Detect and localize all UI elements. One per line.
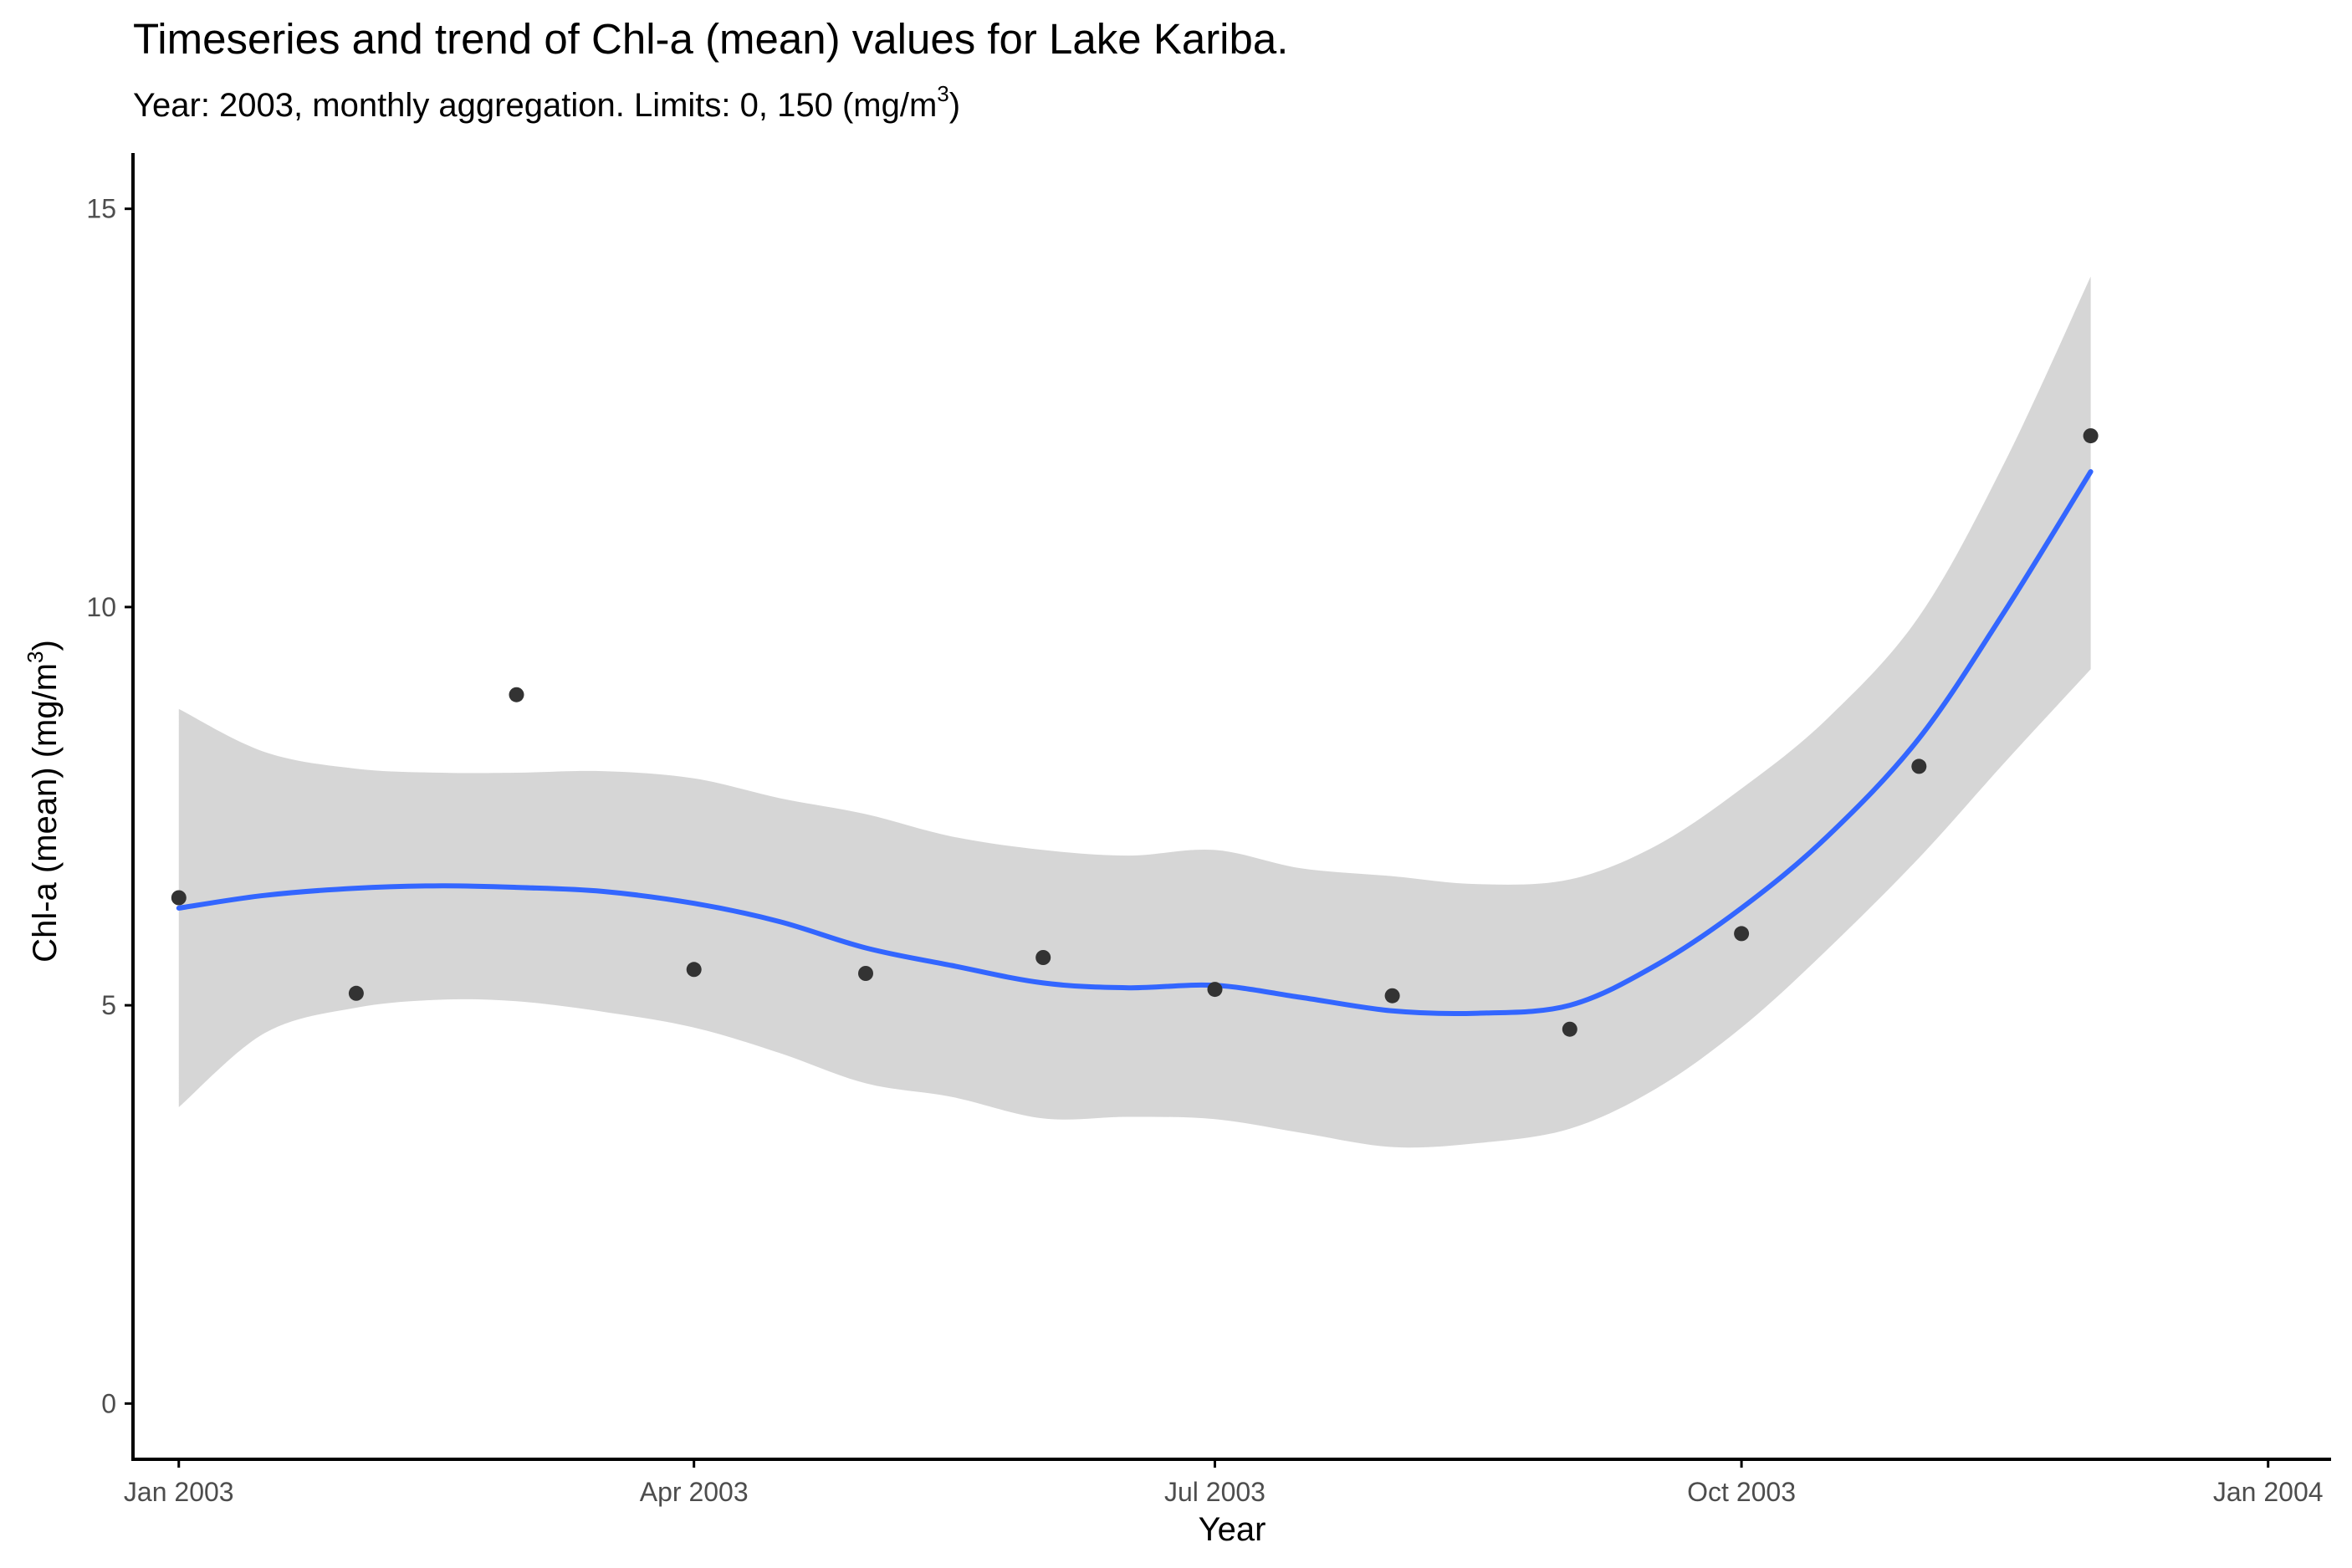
y-tick-label: 0 <box>101 1388 116 1418</box>
y-axis-title-text: Chl-a (mean) (mg/m <box>27 663 64 963</box>
confidence-band <box>178 276 2091 1148</box>
x-tick-label: Jul 2003 <box>1164 1477 1265 1507</box>
x-tick-label: Oct 2003 <box>1687 1477 1796 1507</box>
trend-line <box>176 469 2094 1017</box>
data-point <box>686 962 702 978</box>
chart-title: Timeseries and trend of Chl-a (mean) val… <box>133 15 1289 63</box>
data-point <box>1207 982 1223 998</box>
axes <box>131 153 2331 1461</box>
data-point <box>509 687 524 702</box>
data-point <box>1384 988 1400 1004</box>
y-axis-title-exponent: 3 <box>23 651 48 663</box>
trend-line-layer <box>176 469 2094 1017</box>
x-tick-label: Jan 2004 <box>2213 1477 2324 1507</box>
confidence-band-layer <box>178 276 2091 1148</box>
subtitle-exponent: 3 <box>937 81 949 106</box>
data-point <box>1035 950 1051 965</box>
subtitle-text: Year: 2003, monthly aggregation. Limits:… <box>133 87 938 124</box>
data-points-layer <box>171 428 2099 1037</box>
axis-ticks: 0 5 10 15 Jan 2003 Apr 2003 Jul 2003 Oct 2003 Ja… <box>86 194 2323 1507</box>
data-point <box>1734 926 1750 942</box>
y-axis-title: Chl-a (mean) (mg/m3) <box>23 640 64 963</box>
chart-subtitle: Year: 2003, monthly aggregation. Limits:… <box>133 80 960 130</box>
x-axis-title: Year <box>1199 1511 1266 1548</box>
x-tick-label: Jan 2003 <box>124 1477 234 1507</box>
data-point <box>858 966 873 981</box>
y-axis-title-suffix: ) <box>27 640 64 651</box>
y-tick-label: 15 <box>86 194 116 224</box>
subtitle-suffix: ) <box>948 87 961 124</box>
x-tick-label: Apr 2003 <box>640 1477 749 1507</box>
data-point <box>171 890 187 906</box>
y-tick-label: 5 <box>101 990 116 1020</box>
data-point <box>348 985 364 1001</box>
data-point <box>2083 428 2099 444</box>
data-point <box>1562 1021 1577 1037</box>
data-point <box>1911 758 1927 774</box>
y-tick-label: 10 <box>86 592 116 622</box>
